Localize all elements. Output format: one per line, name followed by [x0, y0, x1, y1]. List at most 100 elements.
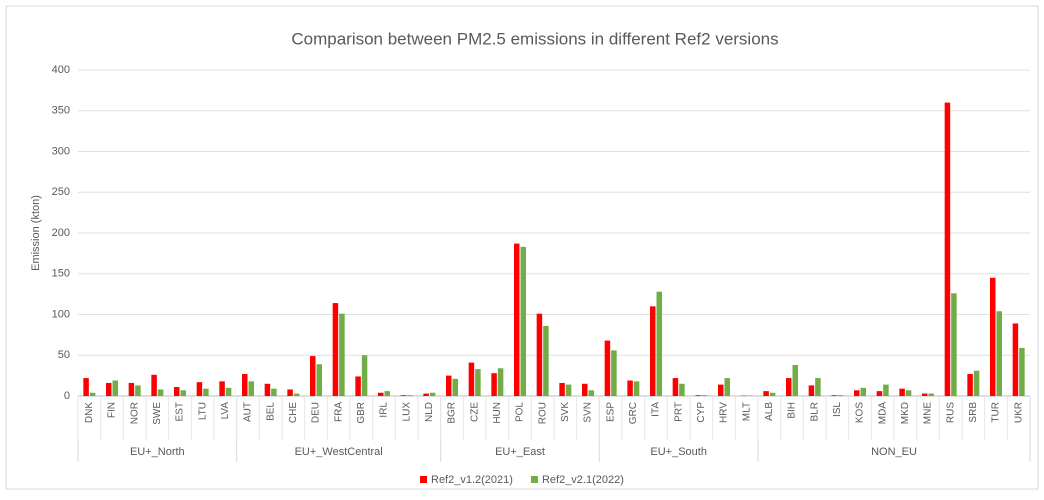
bar — [294, 394, 300, 396]
y-tick-label: 250 — [52, 186, 70, 198]
y-tick-label: 150 — [52, 268, 70, 280]
x-tick-label: HRV — [719, 402, 730, 423]
bar — [401, 395, 407, 396]
x-tick-label: LUX — [401, 402, 412, 422]
y-tick-label: 100 — [52, 308, 70, 320]
bar — [725, 378, 731, 396]
bar — [899, 389, 905, 396]
bar — [514, 244, 520, 396]
bar — [226, 388, 232, 396]
bar — [1019, 348, 1025, 396]
bar — [945, 103, 951, 396]
bar — [287, 389, 293, 396]
group-label: EU+_East — [495, 446, 545, 458]
bar — [657, 292, 663, 396]
x-tick-label: TUR — [991, 402, 1002, 423]
x-tick-label: BEL — [265, 402, 276, 421]
legend-label: Ref2_v1.2(2021) — [431, 474, 513, 486]
bar — [158, 389, 164, 396]
bar — [249, 381, 255, 396]
group-label: EU+_North — [130, 446, 185, 458]
bar — [974, 371, 980, 396]
bar — [611, 350, 617, 396]
x-tick-label: HUN — [492, 402, 503, 424]
x-tick-label: CHE — [288, 402, 299, 423]
y-tick-label: 0 — [64, 390, 70, 402]
x-tick-label: SRB — [968, 402, 979, 423]
bar — [265, 384, 271, 396]
bar — [181, 390, 187, 396]
bar — [310, 356, 316, 396]
bar — [831, 395, 837, 396]
bar — [929, 394, 935, 396]
bar — [718, 385, 724, 396]
x-tick-label: MKD — [900, 402, 911, 424]
x-tick-label: CYP — [696, 402, 707, 423]
x-tick-label: ITA — [651, 402, 662, 417]
bar — [906, 390, 912, 396]
bar — [317, 364, 323, 396]
bar — [861, 388, 867, 396]
bar — [770, 393, 776, 396]
bar — [951, 293, 957, 396]
bar — [786, 378, 792, 396]
x-tick-label: ESP — [605, 402, 616, 422]
x-tick-label: CZE — [469, 402, 480, 422]
bar — [922, 394, 928, 396]
group-label: EU+_WestCentral — [295, 446, 383, 458]
bar — [521, 247, 527, 396]
x-tick-label: AUT — [243, 402, 254, 422]
x-tick-label: SVK — [560, 402, 571, 422]
bar — [537, 314, 543, 396]
x-tick-label: PRT — [673, 402, 684, 422]
x-tick-label: DEU — [311, 402, 322, 423]
bar — [634, 381, 640, 396]
x-tick-label: SWE — [152, 402, 163, 425]
bar — [854, 390, 860, 396]
y-tick-label: 400 — [52, 64, 70, 76]
group-label: NON_EU — [871, 446, 917, 458]
bar — [197, 382, 203, 396]
x-tick-label: EST — [175, 402, 186, 421]
bar — [967, 374, 973, 396]
bar — [883, 385, 889, 396]
x-tick-label: LTU — [197, 402, 208, 420]
bar — [446, 376, 452, 396]
bar — [355, 376, 361, 396]
bar — [90, 393, 96, 396]
bar — [378, 393, 384, 396]
bar — [650, 306, 656, 396]
x-tick-label: KOS — [855, 402, 866, 423]
x-tick-label: FRA — [333, 402, 344, 422]
group-label: EU+_South — [650, 446, 707, 458]
bar — [673, 378, 679, 396]
bar — [151, 375, 157, 396]
bar — [809, 385, 815, 396]
bar — [498, 368, 504, 396]
bar — [469, 363, 475, 396]
x-tick-label: BLR — [809, 402, 820, 421]
bar — [339, 314, 345, 396]
bar — [702, 395, 708, 396]
bar — [219, 381, 225, 396]
bar — [174, 387, 180, 396]
x-tick-label: GRC — [628, 402, 639, 424]
chart-title: Comparison between PM2.5 emissions in di… — [291, 29, 778, 48]
x-tick-label: ISL — [832, 402, 843, 417]
bar — [423, 394, 429, 396]
x-tick-label: ALB — [764, 402, 775, 421]
x-tick-label: MNE — [923, 402, 934, 425]
x-tick-label: NLD — [424, 402, 435, 422]
x-tick-label: DNK — [84, 402, 95, 423]
bar — [695, 395, 701, 396]
bar — [679, 384, 685, 396]
bar — [407, 395, 413, 396]
bar — [838, 395, 844, 396]
bar — [793, 365, 799, 396]
bar — [559, 383, 565, 396]
x-tick-label: FIN — [107, 402, 118, 418]
x-tick-label: POL — [515, 402, 526, 422]
x-tick-label: IRL — [379, 402, 390, 418]
bar — [385, 391, 391, 396]
